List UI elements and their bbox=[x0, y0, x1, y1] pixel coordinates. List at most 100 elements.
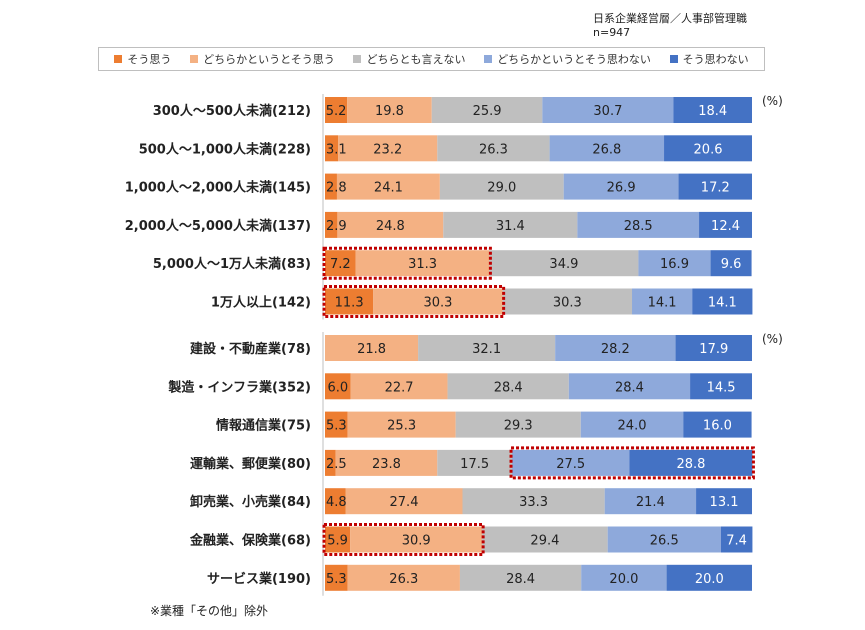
data-label: 28.4 bbox=[494, 380, 523, 395]
legend-label: どちらとも言えない bbox=[366, 53, 466, 66]
bar-segment bbox=[325, 411, 348, 438]
bar-segment bbox=[555, 335, 676, 361]
bar-segment bbox=[699, 211, 752, 238]
data-label: 21.8 bbox=[357, 342, 386, 357]
bar-segment bbox=[447, 373, 569, 400]
bar-segment bbox=[542, 97, 674, 123]
data-label: 27.4 bbox=[390, 495, 419, 510]
bar-segment bbox=[325, 97, 348, 123]
legend-swatch bbox=[353, 55, 362, 63]
data-label: 25.3 bbox=[387, 419, 416, 434]
category-label: 5,000人～1万人未満(83) bbox=[153, 256, 311, 272]
bar-segment bbox=[581, 564, 667, 591]
data-label: 30.7 bbox=[593, 104, 622, 119]
bar-segment bbox=[325, 173, 337, 200]
bar-segment bbox=[347, 411, 456, 438]
category-label: 製造・インフラ業(352) bbox=[167, 379, 311, 395]
bar-segment bbox=[325, 488, 346, 515]
bar-segment bbox=[337, 211, 444, 238]
category-label: 金融業、保険業(68) bbox=[189, 533, 311, 549]
data-label: 28.4 bbox=[615, 380, 644, 395]
legend-label: どちらかというとそう思う bbox=[203, 53, 335, 66]
data-label: 29.0 bbox=[487, 181, 516, 196]
data-label: 26.3 bbox=[479, 142, 508, 157]
data-label: 24.1 bbox=[374, 181, 403, 196]
bar-segment bbox=[345, 488, 463, 515]
bar-segment bbox=[347, 564, 460, 591]
bar-segment bbox=[437, 449, 513, 476]
data-label: 26.5 bbox=[650, 534, 679, 549]
data-label: 16.9 bbox=[660, 257, 689, 272]
data-label: 20.0 bbox=[695, 572, 724, 587]
data-label: 21.4 bbox=[636, 495, 665, 510]
respondents-label: 日系企業経営層／人事部管理職 bbox=[593, 12, 747, 25]
category-label: 2,000人～5,000人未満(137) bbox=[125, 218, 311, 234]
bar-segment bbox=[678, 173, 752, 200]
bar-segment bbox=[336, 173, 440, 200]
bar-segment bbox=[720, 526, 753, 553]
category-label: 卸売業、小売業(84) bbox=[190, 494, 311, 510]
data-label: 27.5 bbox=[556, 457, 585, 472]
bar-segment bbox=[638, 250, 711, 277]
data-label: 22.7 bbox=[385, 380, 414, 395]
data-label: 29.3 bbox=[504, 419, 533, 434]
data-label: 17.5 bbox=[460, 457, 489, 472]
data-label: 5.3 bbox=[326, 419, 347, 434]
bar-segment bbox=[568, 373, 691, 400]
bar-segment bbox=[335, 449, 438, 476]
bar-segment bbox=[577, 211, 700, 238]
bar-segment bbox=[431, 97, 543, 123]
bar-segment bbox=[338, 135, 438, 162]
bar-segment bbox=[325, 288, 374, 315]
data-label: 5.3 bbox=[326, 572, 347, 587]
data-label: 26.8 bbox=[592, 142, 621, 157]
bar-segment bbox=[325, 373, 351, 400]
category-label: 情報通信業(75) bbox=[216, 418, 311, 434]
data-label: 6.0 bbox=[327, 380, 348, 395]
legend-label: どちらかというとそう思わない bbox=[497, 53, 651, 66]
data-label: 17.2 bbox=[701, 181, 730, 196]
chart-note: 日系企業経営層／人事部管理職 n=947 bbox=[593, 12, 747, 40]
bar-segment bbox=[675, 335, 752, 361]
bar-segment bbox=[673, 97, 752, 123]
sample-size-label: n=947 bbox=[593, 26, 631, 39]
bar-segment bbox=[692, 288, 753, 315]
data-label: 24.0 bbox=[618, 419, 647, 434]
bar-segment bbox=[710, 250, 752, 277]
legend-swatch bbox=[669, 55, 678, 63]
data-label: 30.3 bbox=[423, 296, 452, 311]
bar-segment bbox=[325, 449, 336, 476]
highlight-box bbox=[322, 246, 492, 280]
data-label: 2.9 bbox=[326, 219, 347, 234]
legend-item-strongly-disagree: そう思わない bbox=[669, 51, 749, 67]
bar-segment bbox=[325, 135, 339, 162]
legend-swatch bbox=[190, 55, 199, 63]
bar-segment bbox=[580, 411, 684, 438]
data-label: 30.3 bbox=[553, 296, 582, 311]
data-label: 34.9 bbox=[549, 257, 578, 272]
legend-swatch bbox=[114, 55, 123, 63]
category-label: サービス業(190) bbox=[207, 571, 311, 587]
bar-segment bbox=[439, 173, 564, 200]
unit-label: (%) bbox=[762, 332, 783, 346]
data-label: 33.3 bbox=[519, 495, 548, 510]
data-label: 14.5 bbox=[707, 380, 736, 395]
bar-segment bbox=[563, 173, 679, 200]
data-label: 20.6 bbox=[694, 142, 723, 157]
highlight-box bbox=[509, 446, 755, 480]
bar-segment bbox=[666, 564, 752, 591]
bar-segment bbox=[512, 449, 630, 476]
data-label: 30.9 bbox=[402, 534, 431, 549]
bar-segment bbox=[489, 250, 639, 277]
bar-segment bbox=[355, 250, 490, 277]
legend-label: そう思う bbox=[127, 53, 172, 66]
bar-segment bbox=[347, 97, 432, 123]
data-label: 28.8 bbox=[676, 457, 705, 472]
legend-swatch bbox=[484, 55, 493, 63]
bar-segment bbox=[632, 288, 693, 315]
bar-segment bbox=[350, 526, 483, 553]
bar-segment bbox=[373, 288, 503, 315]
data-label: 16.0 bbox=[703, 419, 732, 434]
bar-segment bbox=[443, 211, 578, 238]
legend-item-somewhat-agree: どちらかというとそう思う bbox=[190, 51, 335, 67]
